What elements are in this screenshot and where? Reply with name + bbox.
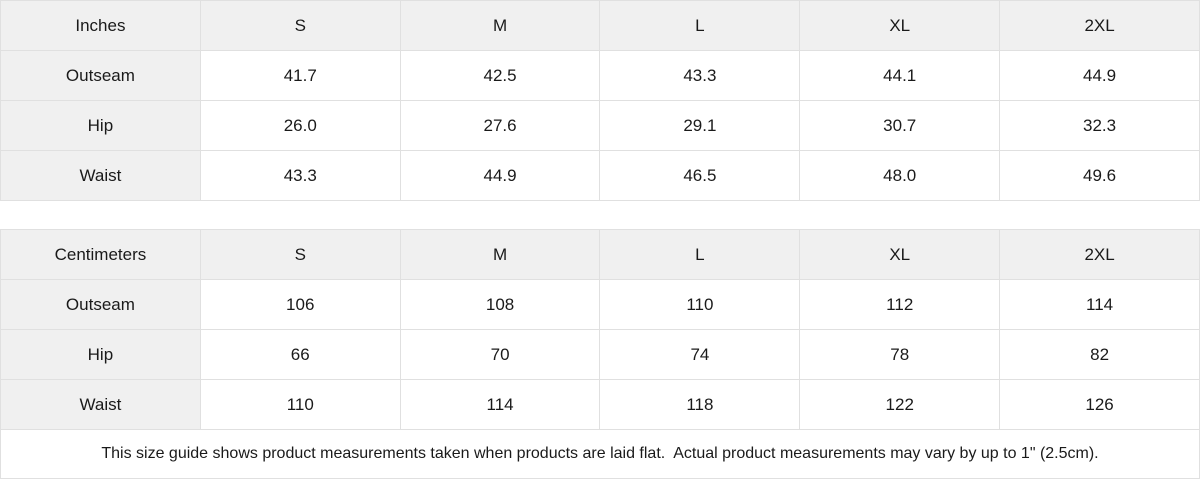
table-row: Outseam 106 108 110 112 114 bbox=[0, 279, 1200, 330]
table-row: Outseam 41.7 42.5 43.3 44.1 44.9 bbox=[0, 50, 1200, 101]
size-header-s: S bbox=[199, 0, 401, 51]
table-row: Waist 110 114 118 122 126 bbox=[0, 379, 1200, 430]
table-row: Hip 66 70 74 78 82 bbox=[0, 329, 1200, 380]
table-row: Inches S M L XL 2XL bbox=[0, 0, 1200, 51]
size-header-xl: XL bbox=[799, 229, 1001, 280]
measurement-value: 46.5 bbox=[599, 150, 801, 201]
size-header-m: M bbox=[399, 229, 601, 280]
measurement-value: 26.0 bbox=[199, 100, 401, 151]
measurement-value: 44.1 bbox=[799, 50, 1001, 101]
measurement-value: 114 bbox=[399, 379, 601, 430]
table-row: Centimeters S M L XL 2XL bbox=[0, 229, 1200, 280]
measurement-label-hip: Hip bbox=[0, 100, 201, 151]
measurement-value: 118 bbox=[599, 379, 801, 430]
size-header-s: S bbox=[199, 229, 401, 280]
measurement-value: 70 bbox=[399, 329, 601, 380]
measurement-value: 42.5 bbox=[399, 50, 601, 101]
measurement-label-waist: Waist bbox=[0, 379, 201, 430]
measurement-value: 78 bbox=[799, 329, 1001, 380]
measurement-value: 126 bbox=[999, 379, 1200, 430]
measurement-value: 32.3 bbox=[999, 100, 1200, 151]
measurement-value: 41.7 bbox=[199, 50, 401, 101]
table-gap-spacer bbox=[0, 201, 1200, 229]
measurement-value: 30.7 bbox=[799, 100, 1001, 151]
measurement-label-outseam: Outseam bbox=[0, 279, 201, 330]
size-table-inches: Inches S M L XL 2XL Outseam 41.7 42.5 43… bbox=[0, 0, 1200, 201]
measurement-value: 122 bbox=[799, 379, 1001, 430]
measurement-value: 74 bbox=[599, 329, 801, 380]
size-guide-footnote: This size guide shows product measuremen… bbox=[0, 430, 1200, 479]
measurement-value: 44.9 bbox=[999, 50, 1200, 101]
measurement-value: 43.3 bbox=[599, 50, 801, 101]
measurement-value: 106 bbox=[199, 279, 401, 330]
measurement-label-waist: Waist bbox=[0, 150, 201, 201]
size-table-centimeters: Centimeters S M L XL 2XL Outseam 106 108… bbox=[0, 229, 1200, 430]
measurement-value: 66 bbox=[199, 329, 401, 380]
measurement-label-outseam: Outseam bbox=[0, 50, 201, 101]
size-header-l: L bbox=[599, 0, 801, 51]
size-header-l: L bbox=[599, 229, 801, 280]
size-header-xl: XL bbox=[799, 0, 1001, 51]
size-header-m: M bbox=[399, 0, 601, 51]
measurement-value: 44.9 bbox=[399, 150, 601, 201]
measurement-label-hip: Hip bbox=[0, 329, 201, 380]
size-header-2xl: 2XL bbox=[999, 229, 1200, 280]
measurement-value: 49.6 bbox=[999, 150, 1200, 201]
measurement-value: 82 bbox=[999, 329, 1200, 380]
table-row: Waist 43.3 44.9 46.5 48.0 49.6 bbox=[0, 150, 1200, 201]
measurement-value: 27.6 bbox=[399, 100, 601, 151]
unit-header-inches: Inches bbox=[0, 0, 201, 51]
measurement-value: 112 bbox=[799, 279, 1001, 330]
measurement-value: 108 bbox=[399, 279, 601, 330]
measurement-value: 114 bbox=[999, 279, 1200, 330]
measurement-value: 43.3 bbox=[199, 150, 401, 201]
table-row: Hip 26.0 27.6 29.1 30.7 32.3 bbox=[0, 100, 1200, 151]
measurement-value: 110 bbox=[599, 279, 801, 330]
measurement-value: 48.0 bbox=[799, 150, 1001, 201]
measurement-value: 110 bbox=[199, 379, 401, 430]
size-header-2xl: 2XL bbox=[999, 0, 1200, 51]
unit-header-centimeters: Centimeters bbox=[0, 229, 201, 280]
measurement-value: 29.1 bbox=[599, 100, 801, 151]
